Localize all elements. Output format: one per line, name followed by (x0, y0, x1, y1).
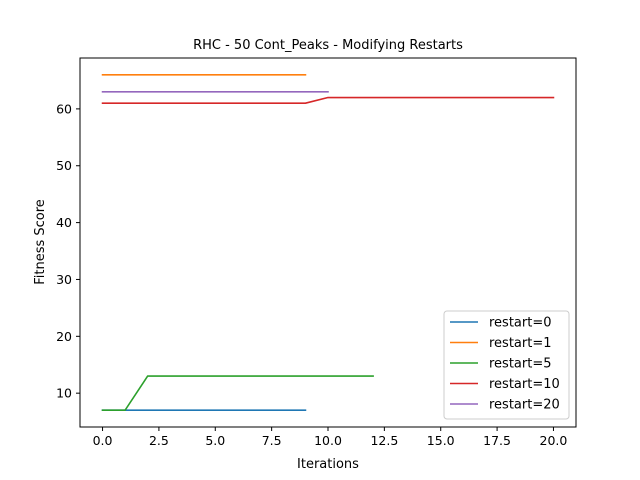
x-tick-label: 0.0 (93, 433, 113, 448)
legend: restart=0 restart=1 restart=5 restart=10 res… (443, 310, 570, 420)
series-line-restart-10 (101, 96, 555, 104)
legend-entry: restart=5 (489, 357, 552, 372)
x-axis-ticks: 0.0 2.5 5.0 7.5 10.0 12.5 15.0 17.5 20.0 (93, 427, 568, 448)
chart-title: RHC - 50 Cont_Peaks - Modifying Restarts (193, 38, 463, 53)
x-axis-label: Iterations (297, 457, 359, 472)
x-tick-label: 7.5 (262, 433, 282, 448)
x-tick-label: 12.5 (370, 433, 398, 448)
y-tick-label: 40 (56, 215, 72, 230)
plot-lines (101, 73, 555, 412)
x-tick-label: 17.5 (483, 433, 511, 448)
y-axis-ticks: 10 20 30 40 50 60 (56, 101, 80, 401)
x-tick-label: 15.0 (427, 433, 455, 448)
x-tick-label: 10.0 (314, 433, 342, 448)
y-tick-label: 30 (56, 272, 72, 287)
y-tick-label: 50 (56, 158, 72, 173)
y-axis-label: Fitness Score (33, 199, 48, 285)
y-tick-label: 60 (56, 101, 72, 116)
legend-entry: restart=10 (489, 377, 560, 392)
legend-entry: restart=20 (489, 398, 560, 413)
y-tick-label: 10 (56, 386, 72, 401)
series-line-restart-5 (101, 375, 374, 412)
x-tick-label: 5.0 (205, 433, 225, 448)
x-tick-label: 2.5 (149, 433, 169, 448)
legend-box (443, 310, 570, 420)
x-tick-label: 20.0 (540, 433, 568, 448)
y-tick-label: 20 (56, 329, 72, 344)
legend-entry: restart=1 (489, 336, 552, 351)
legend-entry: restart=0 (489, 316, 552, 331)
